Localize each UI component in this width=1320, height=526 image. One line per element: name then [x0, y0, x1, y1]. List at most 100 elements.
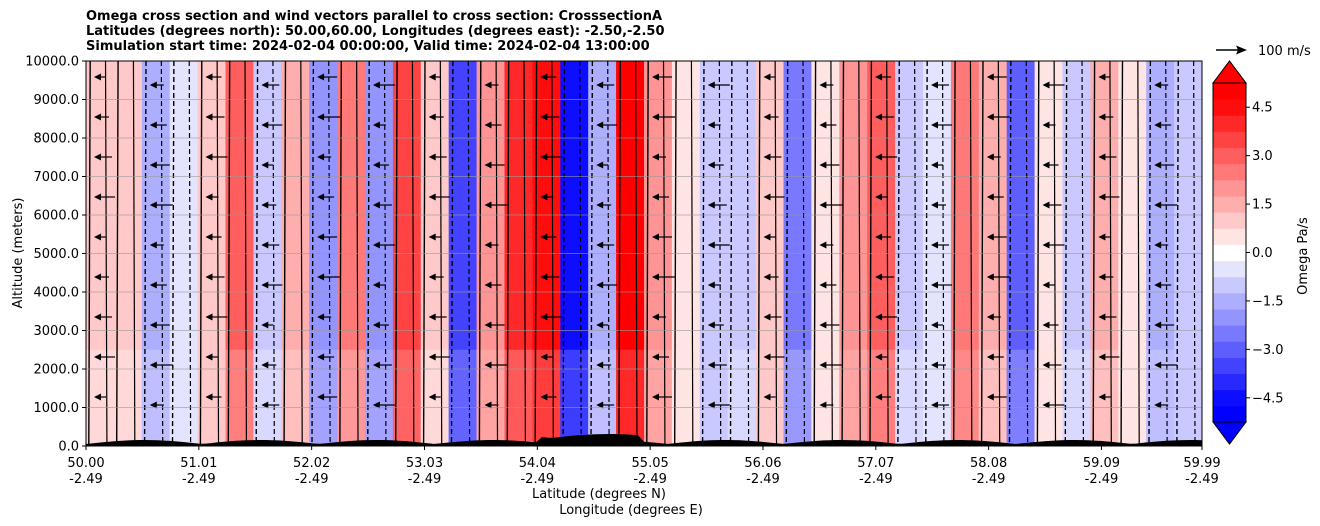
wind-vector-head	[540, 313, 548, 321]
wind-vector-head	[596, 201, 604, 209]
colorbar-segment	[1213, 212, 1246, 229]
wind-vector-head	[819, 361, 827, 369]
wind-vector-head	[428, 113, 436, 121]
wind-vector-head	[149, 201, 157, 209]
wind-vector-head	[986, 233, 994, 241]
wind-vector-head	[986, 393, 994, 401]
x-tick-label-lat: 55.05	[632, 456, 669, 471]
wind-vector-head	[652, 273, 659, 281]
wind-vector-head	[763, 73, 771, 81]
wind-vector-head	[931, 81, 938, 89]
colorbar-segment	[1213, 196, 1246, 213]
wind-vector-head	[596, 281, 604, 289]
wind-vector-head	[149, 321, 157, 329]
x-tick-label-lon: -2.49	[972, 472, 1006, 487]
chart-title: Omega cross section and wind vectors par…	[86, 9, 665, 54]
wind-vector-head	[317, 113, 325, 121]
wind-vector-head	[540, 193, 548, 201]
colorbar-segment	[1213, 309, 1246, 326]
y-tick-label: 5000.0	[34, 247, 80, 262]
wind-vector-head	[1098, 273, 1106, 281]
wind-vector-head	[149, 161, 157, 169]
wind-vector-head	[707, 121, 715, 129]
colorbar-segment	[1213, 341, 1246, 358]
wind-vector-head	[931, 401, 938, 409]
title-line-3: Simulation start time: 2024-02-04 00:00:…	[86, 39, 650, 54]
x-tick-label-lat: 53.03	[406, 456, 443, 471]
x-tick-label-lon: -2.49	[295, 472, 329, 487]
wind-vector-head	[1098, 353, 1106, 361]
colorbar-segment	[1213, 357, 1246, 375]
wind-vector-head	[205, 393, 213, 401]
wind-vector-head	[261, 81, 269, 89]
wind-vector-head	[1098, 393, 1106, 401]
wind-vector-head	[1098, 233, 1106, 241]
wind-vector-head	[428, 233, 436, 241]
y-tick-label: 8000.0	[34, 132, 80, 147]
wind-vector-head	[707, 241, 715, 249]
wind-vector-head	[540, 233, 548, 241]
wind-vector-head	[372, 361, 380, 369]
wind-vector-head	[819, 401, 827, 409]
wind-vector-head	[484, 201, 492, 209]
wind-vector-head	[652, 393, 659, 401]
omega-cell	[895, 349, 924, 446]
wind-vector-head	[261, 361, 269, 369]
wind-vector-head	[596, 81, 604, 89]
wind-vector-head	[372, 281, 380, 289]
wind-vector-head	[875, 393, 883, 401]
wind-vector-head	[540, 353, 548, 361]
wind-vector-head	[372, 321, 380, 329]
colorbar-segment	[1213, 260, 1246, 278]
colorbar-segment	[1213, 373, 1246, 391]
wind-vector-head	[94, 353, 101, 361]
wind-vector-head	[1154, 361, 1162, 369]
wind-vector-head	[819, 241, 827, 249]
wind-vector-head	[149, 361, 157, 369]
colorbar-segment	[1213, 389, 1246, 407]
colorbar-segment	[1213, 147, 1246, 165]
colorbar-tick-label: −1.5	[1252, 294, 1284, 309]
wind-vector-head	[428, 313, 436, 321]
y-axis-label: Altitude (meters)	[11, 198, 26, 309]
wind-vector-head	[763, 273, 771, 281]
wind-vector-head	[94, 313, 101, 321]
wind-vector-head	[819, 81, 827, 89]
colorbar-segment	[1213, 115, 1246, 132]
x-tick-label-lon: -2.49	[1085, 472, 1119, 487]
x-tick-label-lon: -2.49	[746, 472, 780, 487]
wind-vector-head	[1154, 241, 1162, 249]
wind-vector-head	[1154, 321, 1162, 329]
wind-vector-head	[317, 353, 325, 361]
wind-vector-head	[149, 121, 157, 129]
x-tick-label-lon: -2.49	[69, 472, 103, 487]
colorbar-extend-top	[1212, 60, 1247, 84]
wind-vector-head	[94, 193, 101, 201]
wind-vector-head	[1098, 113, 1106, 121]
wind-vector-head	[540, 393, 548, 401]
wind-vector-head	[652, 153, 659, 161]
wind-vector-head	[1042, 321, 1050, 329]
colorbar: 4.5 3.0 1.5 0.0 −1.5 −3.0 −4.5	[1212, 60, 1284, 445]
wind-vector-head	[652, 113, 659, 121]
wind-vector-head	[875, 273, 883, 281]
wind-vector-head	[1042, 81, 1050, 89]
y-tick-label: 3000.0	[34, 324, 80, 339]
wind-vector-head	[1154, 201, 1162, 209]
wind-vector-head	[428, 353, 436, 361]
y-tick-label: 1000.0	[34, 401, 80, 416]
wind-vector-head	[652, 193, 659, 201]
x-tick-label-lat: 50.00	[67, 456, 104, 471]
wind-vector-head	[1098, 313, 1106, 321]
x-tick-label-lon: -2.49	[1185, 472, 1219, 487]
colorbar-label: Omega Pa/s	[1296, 217, 1311, 295]
wind-vector-head	[205, 233, 213, 241]
wind-vector-head	[875, 73, 883, 81]
omega-cell	[337, 349, 366, 446]
wind-vector-head	[763, 353, 771, 361]
x-tick-label-lat: 56.06	[744, 456, 781, 471]
omega-cell	[504, 349, 533, 446]
omega-cell	[113, 349, 143, 446]
wind-vector-head	[540, 273, 548, 281]
